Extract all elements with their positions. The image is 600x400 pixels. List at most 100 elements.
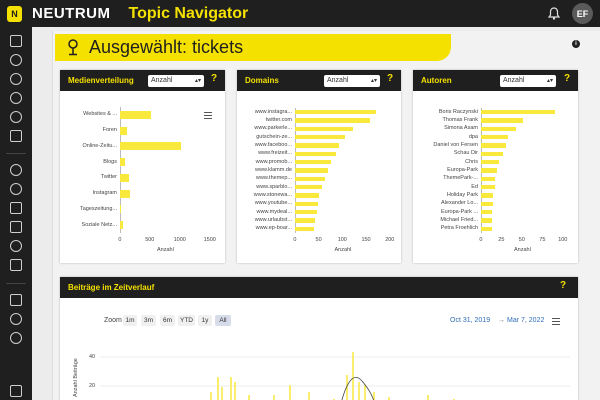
bar[interactable] <box>120 173 129 182</box>
avatar[interactable]: EF <box>572 3 593 24</box>
bar[interactable] <box>295 176 325 182</box>
spiral-icon[interactable] <box>10 92 22 104</box>
x-axis-title: Anzahl <box>157 247 174 253</box>
bar[interactable] <box>481 226 492 232</box>
date-from[interactable]: Oct 31, 2019 <box>450 317 491 324</box>
bar[interactable] <box>120 158 126 167</box>
bar[interactable] <box>295 226 314 232</box>
metric-select[interactable]: Anzahl ▴▾ <box>500 75 556 87</box>
bar[interactable] <box>481 168 497 173</box>
bar[interactable] <box>481 193 494 198</box>
bar[interactable] <box>295 118 371 123</box>
zoom-3m-button[interactable]: 3m <box>141 315 156 326</box>
category-label: www.youtube... <box>254 200 292 207</box>
table-icon[interactable] <box>10 221 22 233</box>
selection-banner: Ausgewählt: tickets <box>55 34 451 61</box>
category-label: Websites & ... <box>83 111 117 118</box>
users-icon[interactable] <box>10 313 22 325</box>
category-label: Chris <box>465 158 478 165</box>
category-label: www.faceboo... <box>254 142 292 148</box>
category-label: Tageszeitung... <box>80 205 117 212</box>
bar[interactable] <box>481 218 492 223</box>
date-to[interactable]: Mar 7, 2022 <box>507 317 545 324</box>
bar[interactable] <box>481 159 500 165</box>
briefcase-icon[interactable] <box>10 259 22 271</box>
help-icon[interactable]: ? <box>211 73 218 84</box>
app-logo[interactable]: N <box>7 5 22 22</box>
help-icon[interactable]: ? <box>564 73 571 84</box>
bar[interactable] <box>295 126 354 132</box>
bar[interactable] <box>120 189 131 198</box>
target-icon[interactable] <box>10 73 22 85</box>
logout-icon[interactable] <box>10 385 22 397</box>
bar[interactable] <box>481 209 493 215</box>
date-arrow: → <box>498 317 505 324</box>
bar[interactable] <box>120 205 121 214</box>
bar[interactable] <box>481 184 495 190</box>
bar[interactable] <box>481 201 494 207</box>
help-icon[interactable]: ? <box>560 280 567 291</box>
category-label: www.sparblo... <box>256 183 292 190</box>
search-icon[interactable] <box>10 164 22 176</box>
timeline-trend-line <box>341 376 374 400</box>
x-axis-title: Anzahl <box>334 247 352 253</box>
card-zeitverlauf: Beiträge im Zeitverlauf ? Zoom 1m 3m 6m … <box>60 277 578 400</box>
bar[interactable] <box>295 218 315 223</box>
bar[interactable] <box>481 109 555 115</box>
bar[interactable] <box>295 159 332 165</box>
category-label: www.stonewa... <box>253 192 292 198</box>
zoom-all-button[interactable]: All <box>215 315 231 326</box>
metric-select[interactable]: Anzahl ▴▾ <box>324 75 380 87</box>
bar[interactable] <box>295 151 337 157</box>
calendar-icon[interactable] <box>10 202 22 214</box>
bar[interactable] <box>481 151 504 157</box>
zoom-6m-button[interactable]: 6m <box>160 315 175 326</box>
bar[interactable] <box>481 118 523 123</box>
line-chart-icon[interactable] <box>10 35 22 47</box>
bar[interactable] <box>295 209 317 215</box>
bar[interactable] <box>295 193 320 198</box>
bar[interactable] <box>481 143 506 148</box>
category-label: Online-Zeitu... <box>82 142 117 149</box>
category-label: Thomas Frank <box>442 117 478 123</box>
x-tick-label: 75 <box>539 237 546 243</box>
info-icon[interactable]: i <box>572 40 580 48</box>
bar[interactable] <box>120 142 181 151</box>
bar[interactable] <box>481 126 517 132</box>
category-label: gutschein-ze... <box>256 133 292 140</box>
bar[interactable] <box>481 176 495 182</box>
zoom-search-icon[interactable] <box>10 111 22 123</box>
location-icon[interactable] <box>10 54 22 66</box>
category-label: Holiday Park <box>446 192 478 198</box>
metric-select[interactable]: Anzahl ▴▾ <box>148 75 204 87</box>
zoom-1m-button[interactable]: 1m <box>123 315 137 326</box>
category-label: www.instagra... <box>254 108 292 115</box>
bell-icon[interactable] <box>548 7 560 20</box>
zoom-1y-button[interactable]: 1y <box>198 315 212 326</box>
bar[interactable] <box>120 221 123 230</box>
pie-chart-icon[interactable] <box>10 183 22 195</box>
zoom-label: Zoom <box>104 317 122 324</box>
bar[interactable] <box>295 201 319 207</box>
chart-menu-icon[interactable] <box>204 112 212 119</box>
bar[interactable] <box>295 143 339 148</box>
trend-chart-icon[interactable] <box>10 130 22 142</box>
play-icon[interactable] <box>10 332 22 344</box>
bar[interactable] <box>295 184 322 190</box>
bar[interactable] <box>120 110 151 119</box>
bullseye-icon[interactable] <box>10 240 22 252</box>
timeline-menu-icon[interactable] <box>552 318 560 325</box>
bar[interactable] <box>120 126 128 135</box>
x-tick-label: 0 <box>293 237 297 243</box>
brand-name: NEUTRUM <box>32 5 111 22</box>
bar[interactable] <box>481 134 509 140</box>
help-icon[interactable]: ? <box>387 73 394 84</box>
wrench-icon[interactable] <box>10 294 22 306</box>
category-label: www.themep... <box>255 175 292 182</box>
bar[interactable] <box>295 134 346 140</box>
category-label: www.promob... <box>255 158 292 165</box>
zoom-ytd-button[interactable]: YTD <box>178 315 195 326</box>
bar[interactable] <box>295 109 377 115</box>
bar[interactable] <box>295 168 329 173</box>
category-label: dpa <box>468 133 478 140</box>
